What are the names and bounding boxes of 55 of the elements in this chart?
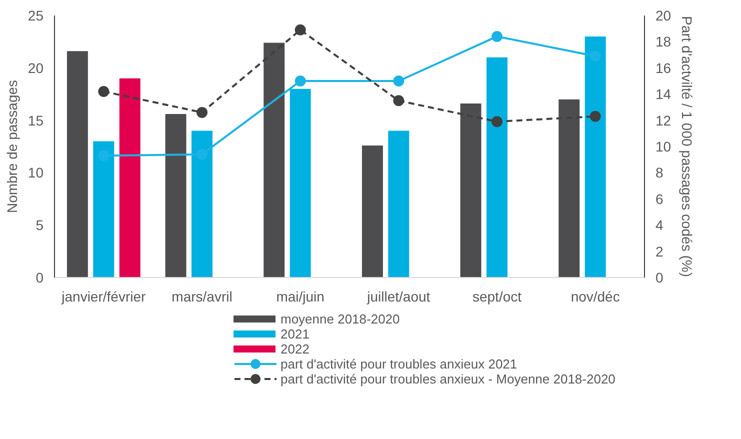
- point: [393, 76, 404, 86]
- y-axis-title: Nombre de passages: [4, 80, 20, 214]
- y-tick-label: 15: [28, 112, 44, 128]
- point: [492, 30, 502, 42]
- bar: [558, 99, 580, 278]
- y-tick-label: 0: [36, 270, 44, 286]
- y2-tick-label: 12: [656, 112, 672, 128]
- legend-label: 2021: [280, 326, 310, 342]
- point: [590, 110, 601, 122]
- point: [294, 76, 306, 86]
- y-tick-label: 25: [28, 8, 44, 24]
- bar: [486, 57, 508, 278]
- bar: [66, 51, 88, 278]
- y2-tick-label: 2: [656, 243, 664, 260]
- bar: [290, 88, 311, 278]
- bar: [362, 145, 383, 278]
- legend-label: moyenne 2018-2020: [280, 312, 400, 326]
- x-tick-label: sept/oct: [472, 288, 522, 304]
- y2-tick-label: 10: [656, 138, 672, 154]
- bar: [584, 36, 606, 278]
- bar: [93, 141, 114, 278]
- y2-tick-label: 8: [656, 164, 664, 181]
- x-tick-label: nov/déc: [570, 288, 620, 304]
- point: [98, 86, 110, 97]
- y2-tick-label: 16: [656, 60, 672, 76]
- bar: [119, 78, 140, 278]
- bar: [192, 130, 212, 278]
- x-tick-label: mai/juin: [276, 288, 324, 304]
- y2-tick-label: 4: [656, 217, 664, 234]
- point: [492, 116, 502, 128]
- y2-tick-label: 20: [656, 8, 672, 24]
- legend-label: 2022: [280, 342, 310, 356]
- point: [294, 24, 306, 36]
- y2-axis-title: Part d'actvilté / 1 000 passages codés (%): [679, 16, 696, 278]
- y2-tick-label: 14: [656, 86, 672, 102]
- bar: [388, 130, 410, 278]
- bar: [165, 114, 186, 278]
- point: [98, 150, 110, 162]
- y-tick-label: 10: [28, 164, 44, 181]
- bar: [460, 104, 482, 278]
- x-tick-label: janvier/février: [60, 288, 146, 304]
- point: [393, 95, 404, 106]
- legend-label: part d'activité pour troubles anxieux - Moyenne 2018-2020: [280, 372, 616, 386]
- point: [196, 106, 208, 118]
- y2-tick-label: 6: [656, 190, 664, 207]
- legend-label: part d'activité pour troubles anxieux 2021: [280, 356, 518, 372]
- x-tick-label: mars/avril: [172, 288, 232, 304]
- y2-tick-label: 0: [656, 270, 664, 286]
- point: [590, 50, 601, 62]
- y-tick-label: 20: [28, 60, 44, 76]
- y-tick-label: 5: [36, 217, 44, 234]
- x-tick-label: juillet/aout: [366, 288, 430, 304]
- bar: [264, 42, 285, 278]
- y2-tick-label: 18: [656, 34, 672, 50]
- point: [196, 148, 208, 160]
